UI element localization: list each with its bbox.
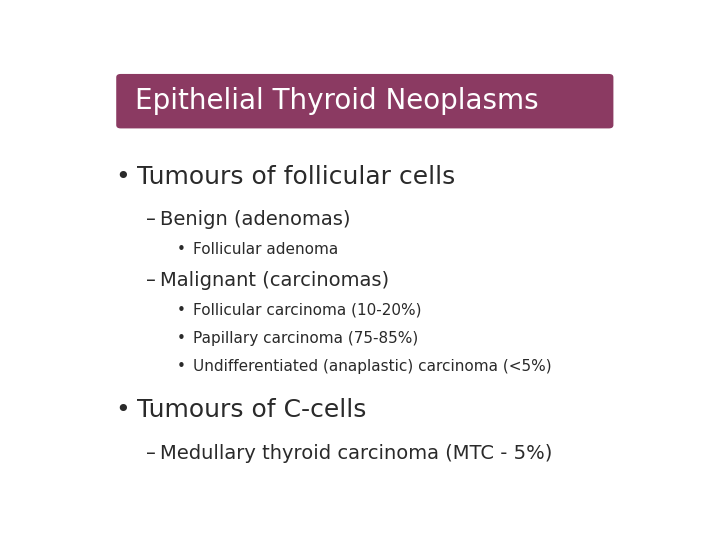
Text: Tumours of follicular cells: Tumours of follicular cells	[138, 165, 456, 188]
Text: Undifferentiated (anaplastic) carcinoma (<5%): Undifferentiated (anaplastic) carcinoma …	[193, 359, 552, 374]
Text: Medullary thyroid carcinoma (MTC - 5%): Medullary thyroid carcinoma (MTC - 5%)	[160, 443, 552, 463]
Text: Papillary carcinoma (75-85%): Papillary carcinoma (75-85%)	[193, 331, 418, 346]
Text: Follicular adenoma: Follicular adenoma	[193, 242, 338, 258]
Text: Tumours of C-cells: Tumours of C-cells	[138, 398, 366, 422]
FancyBboxPatch shape	[116, 74, 613, 129]
Text: Benign (adenomas): Benign (adenomas)	[160, 210, 350, 230]
Text: –: –	[145, 210, 156, 230]
Text: •: •	[115, 165, 130, 188]
Text: Follicular carcinoma (10-20%): Follicular carcinoma (10-20%)	[193, 302, 422, 318]
Text: Malignant (carcinomas): Malignant (carcinomas)	[160, 271, 389, 289]
Text: •: •	[176, 331, 185, 346]
Text: •: •	[176, 242, 185, 258]
Text: •: •	[176, 359, 185, 374]
Text: Epithelial Thyroid Neoplasms: Epithelial Thyroid Neoplasms	[135, 87, 539, 115]
Text: •: •	[176, 302, 185, 318]
Text: –: –	[145, 443, 156, 463]
Text: •: •	[115, 398, 130, 422]
Text: –: –	[145, 271, 156, 289]
